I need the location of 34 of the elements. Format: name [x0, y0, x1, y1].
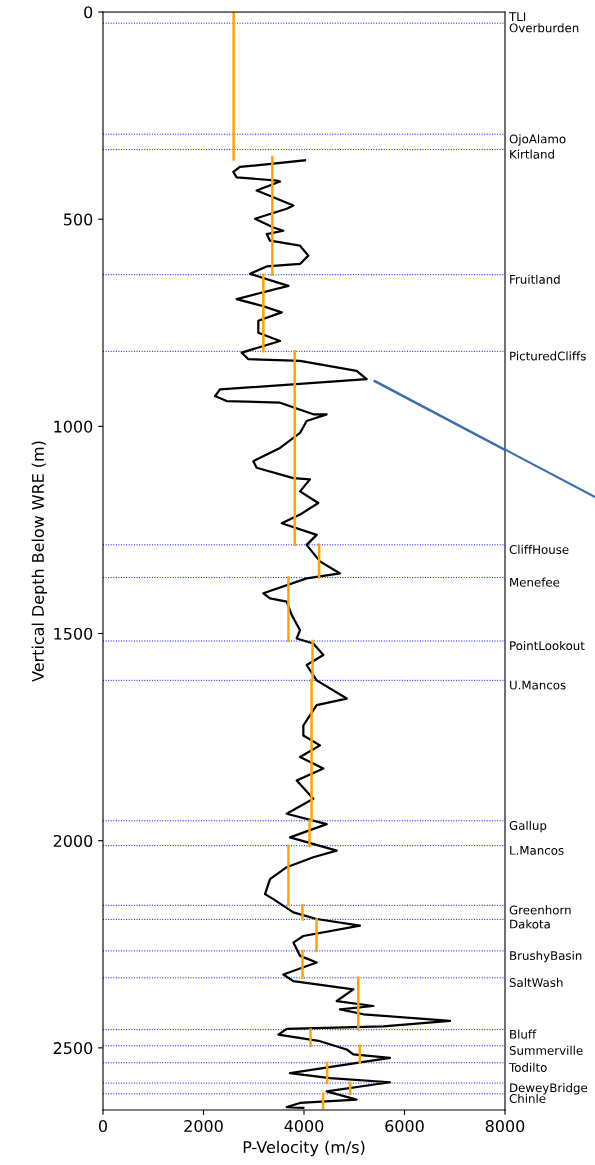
ref-line-label: Summerville [509, 1045, 583, 1055]
ref-line-label: L.Mancos [510, 846, 564, 855]
ref-line-label: PicturedCliffs [510, 351, 586, 361]
ref-line-label: OjoAlamo [509, 134, 566, 146]
ref-line-label: Greenhorn [509, 905, 571, 915]
y-tick-label: 2500 [53, 1042, 93, 1055]
x-tick-label: 2000 [184, 1120, 223, 1133]
x-tick-label: 4000 [284, 1120, 324, 1133]
ref-line-label: Chinle [509, 1093, 546, 1103]
ref-line-label: Overburden [509, 23, 579, 33]
y-tick-label: 1000 [54, 420, 93, 433]
y-tick-label: 500 [64, 213, 93, 226]
ref-line-label: Dakota [510, 919, 550, 929]
y-tick-label: 1500 [54, 627, 93, 640]
ref-line-label: Menefee [510, 577, 560, 587]
ref-line-label: Fruitland [510, 274, 560, 284]
x-axis-title: P-Velocity (m/s) [243, 1140, 365, 1157]
x-tick-label: 6000 [385, 1120, 424, 1133]
ref-line-label: U.Mancos [510, 680, 566, 690]
ref-line-label: Kirtland [510, 149, 554, 159]
x-tick-label: 8000 [485, 1120, 525, 1133]
ref-line-label: Bluff [510, 1029, 537, 1039]
ref-line-label: Gallup [509, 820, 547, 833]
ref-line-label: CliffHouse [509, 544, 569, 554]
y-axis-title: Vertical Depth Below WRE (m) [31, 441, 48, 682]
y-tick-label: 2000 [53, 834, 93, 847]
ref-line-label: SaltWash [509, 977, 563, 987]
ref-line-label: Todilto [508, 1062, 547, 1072]
ref-line-label: TLI [508, 12, 526, 21]
ref-line-label: PointLookout [510, 640, 585, 651]
ref-line-label: BrushyBasin [510, 950, 582, 963]
y-tick-label: 0 [84, 6, 93, 19]
ref-line-label: DeweyBridge [510, 1083, 588, 1095]
x-tick-label: 0 [98, 1120, 108, 1133]
